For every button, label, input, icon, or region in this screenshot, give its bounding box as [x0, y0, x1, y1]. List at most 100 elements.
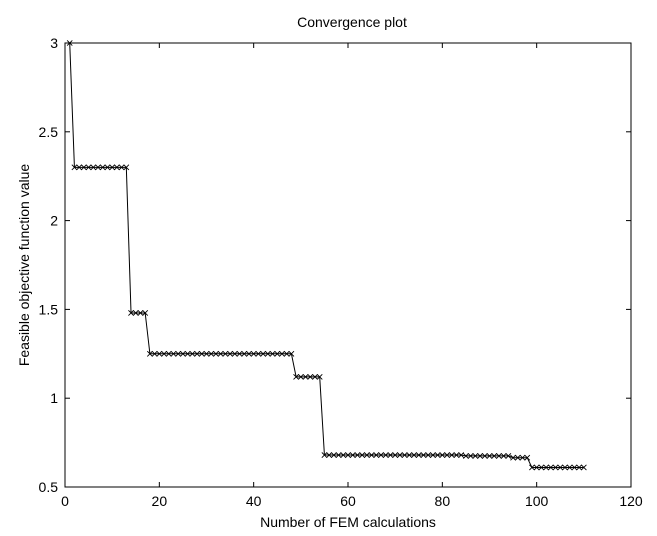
data-point-marker — [368, 452, 375, 458]
data-point-marker — [307, 373, 314, 380]
data-point-marker — [382, 452, 389, 458]
data-point-marker — [335, 452, 342, 458]
data-point-marker — [312, 373, 318, 380]
y-tick-label: 3 — [50, 35, 58, 51]
data-point-marker — [128, 310, 134, 316]
data-point-marker — [552, 464, 559, 471]
data-point-marker — [462, 453, 469, 459]
data-point-marker — [406, 452, 413, 458]
data-point-marker — [189, 350, 196, 357]
data-point-marker — [491, 453, 498, 459]
data-point-marker — [359, 452, 366, 458]
data-point-marker — [293, 373, 300, 380]
y-axis-label: Feasible objective function value — [16, 164, 32, 367]
x-tick-label: 120 — [619, 493, 643, 509]
data-point-marker — [411, 452, 417, 458]
y-tick-label: 1 — [50, 390, 58, 406]
data-point-marker — [547, 464, 554, 471]
data-point-marker — [543, 464, 550, 471]
data-point-marker — [571, 464, 578, 471]
data-point-marker — [444, 452, 450, 458]
data-point-marker — [505, 453, 512, 459]
data-point-marker — [109, 164, 116, 171]
data-point-marker — [378, 452, 384, 458]
data-point-marker — [283, 350, 290, 357]
data-point-marker — [99, 164, 106, 171]
data-point-marker — [113, 164, 120, 171]
y-tick-label: 1.5 — [39, 301, 59, 317]
data-point-marker — [137, 310, 144, 316]
data-point-marker — [373, 452, 380, 458]
data-point-marker — [255, 350, 262, 357]
data-point-marker — [439, 452, 446, 458]
data-point-marker — [387, 452, 394, 458]
data-point-marker — [165, 350, 172, 357]
y-tick-label: 2 — [50, 213, 58, 229]
data-point-marker — [472, 453, 479, 459]
data-point-marker — [123, 164, 130, 171]
data-point-marker — [222, 350, 229, 357]
data-point-marker — [326, 452, 333, 458]
data-point-marker — [500, 453, 507, 459]
data-point-marker — [396, 452, 403, 458]
data-point-marker — [90, 164, 97, 171]
data-point-marker — [576, 464, 583, 471]
data-point-marker — [467, 453, 474, 459]
data-point-marker — [425, 452, 432, 458]
data-point-marker — [260, 350, 267, 357]
x-tick-label: 40 — [246, 493, 262, 509]
axis-ticks: 0 20 40 60 80 100 120 0.5 1 1.5 2 2.5 3 — [39, 35, 643, 509]
data-point-marker — [349, 452, 356, 458]
data-point-marker — [227, 350, 234, 357]
data-point-marker — [198, 350, 205, 357]
data-point-marker — [345, 452, 351, 458]
data-point-marker — [217, 350, 224, 357]
data-point-marker — [557, 464, 564, 471]
data-point-marker — [496, 453, 502, 459]
data-point-marker — [429, 452, 436, 458]
data-point-marker — [363, 452, 370, 458]
data-point-marker — [538, 464, 545, 471]
data-point-marker — [529, 464, 535, 471]
data-point-marker — [80, 164, 87, 171]
x-tick-label: 20 — [152, 493, 168, 509]
data-point-marker — [208, 350, 215, 357]
x-tick-label: 60 — [340, 493, 356, 509]
data-point-marker — [486, 453, 493, 459]
data-point-marker — [170, 350, 177, 357]
data-point-marker — [156, 350, 163, 357]
data-point-marker — [231, 350, 238, 357]
data-point-marker — [66, 40, 73, 46]
data-point-marker — [194, 350, 200, 357]
data-point-marker — [146, 350, 153, 357]
data-point-marker — [415, 452, 422, 458]
data-point-marker — [448, 452, 455, 458]
data-point-marker — [142, 310, 149, 316]
y-tick-label: 0.5 — [39, 479, 59, 495]
data-point-marker — [519, 454, 526, 461]
data-point-marker — [161, 350, 167, 357]
data-point-marker — [288, 350, 295, 357]
data-point-marker — [453, 452, 460, 458]
data-point-marker — [236, 350, 243, 357]
data-point-marker — [477, 453, 483, 459]
data-point-marker — [279, 350, 285, 357]
data-point-marker — [401, 452, 408, 458]
data-point-marker — [264, 350, 271, 357]
data-point-marker — [302, 373, 309, 380]
data-point-marker — [85, 164, 92, 171]
data-point-marker — [321, 452, 328, 458]
data-point-marker — [213, 350, 219, 357]
data-point-marker — [175, 350, 182, 357]
y-tick-label: 2.5 — [39, 124, 59, 140]
x-tick-label: 0 — [61, 493, 69, 509]
data-point-marker — [104, 164, 111, 171]
data-point-marker — [274, 350, 281, 357]
x-tick-label: 80 — [435, 493, 451, 509]
data-point-marker — [458, 452, 465, 458]
data-point-marker — [250, 350, 257, 357]
data-point-marker — [533, 464, 540, 471]
series-line — [69, 42, 584, 468]
data-point-marker — [354, 452, 361, 458]
